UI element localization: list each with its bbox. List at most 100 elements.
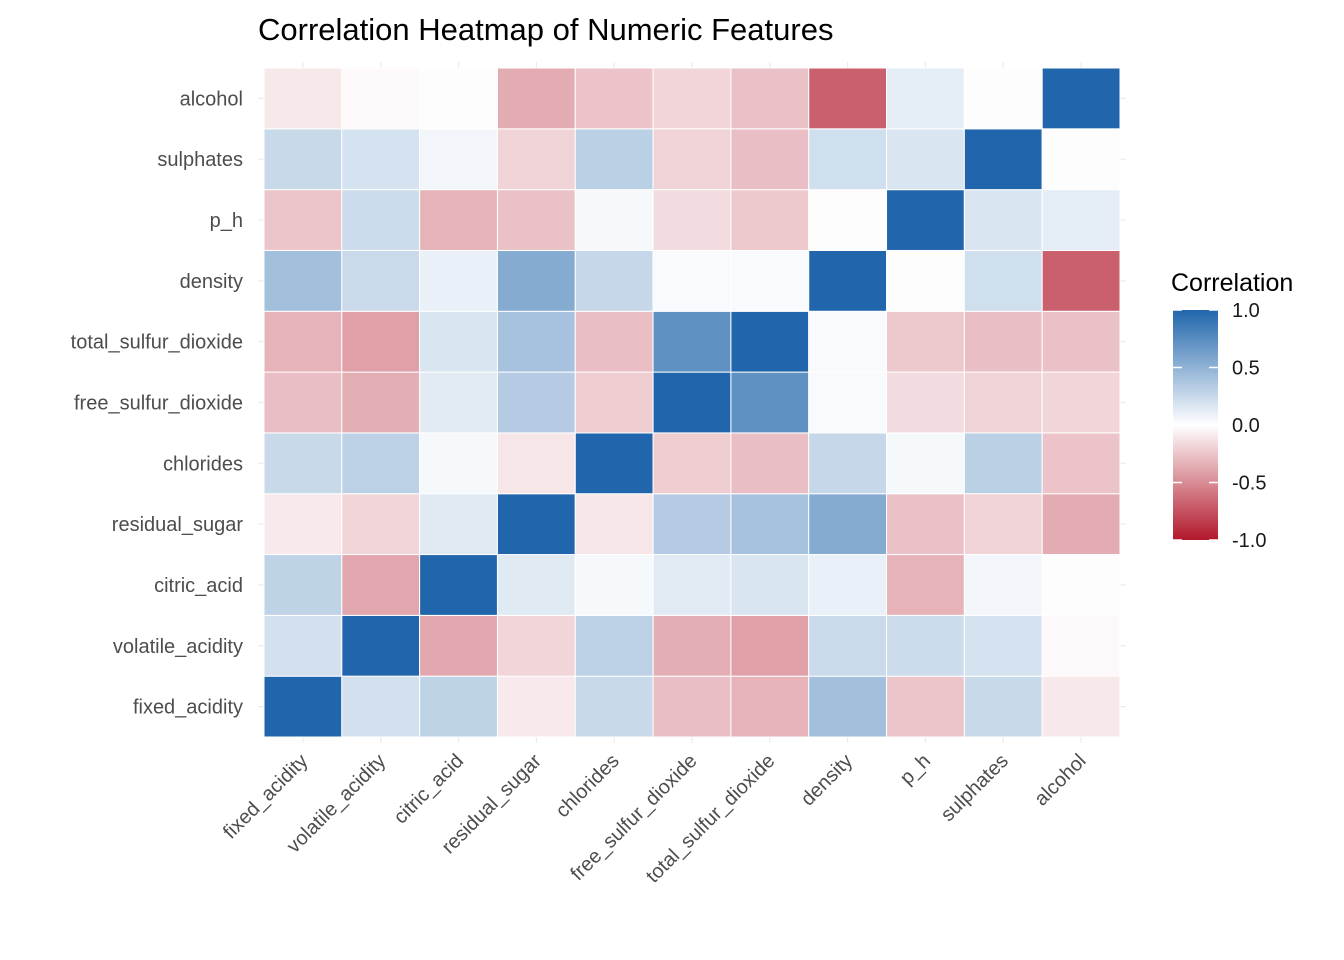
heatmap-cell-sulphates-residual_sugar — [963, 493, 1043, 556]
heatmap-cell-chlorides-p_h — [574, 189, 654, 251]
heatmap-cell-fixed_acidity-sulphates — [263, 128, 343, 191]
heatmap-cell-total_sulfur_dioxide-alcohol — [730, 67, 810, 130]
heatmap-cell-citric_acid-total_sulfur_dioxide — [419, 310, 498, 373]
heatmap-cell-alcohol-chlorides — [1041, 432, 1121, 495]
heatmap-cell-p_h-density — [886, 249, 965, 312]
heatmap-cell-volatile_acidity-citric_acid — [341, 554, 421, 616]
heatmap-cell-chlorides-chlorides — [574, 432, 654, 495]
heatmap-cell-free_sulfur_dioxide-p_h — [652, 189, 732, 251]
heatmap-cell-p_h-total_sulfur_dioxide — [886, 310, 965, 373]
heatmap-cell-density-chlorides — [808, 432, 888, 495]
y-tick-label-residual_sugar: residual_sugar — [112, 514, 244, 536]
heatmap-cell-volatile_acidity-chlorides — [341, 432, 421, 495]
heatmap-cell-total_sulfur_dioxide-fixed_acidity — [730, 675, 810, 738]
heatmap-cell-alcohol-total_sulfur_dioxide — [1041, 310, 1121, 373]
heatmap-cell-fixed_acidity-total_sulfur_dioxide — [263, 310, 343, 373]
heatmap-cell-sulphates-density — [963, 249, 1043, 312]
legend: Correlation 1.0 0.5 0.0 -0.5 -1.0 — [1171, 269, 1293, 552]
heatmap-cell-volatile_acidity-sulphates — [341, 128, 421, 191]
heatmap-cell-residual_sugar-free_sulfur_dioxide — [496, 371, 576, 434]
heatmap-cell-volatile_acidity-density — [341, 249, 421, 312]
heatmap-cell-sulphates-free_sulfur_dioxide — [963, 371, 1043, 434]
legend-tick-label: -1.0 — [1232, 530, 1266, 552]
heatmap-cell-residual_sugar-residual_sugar — [496, 493, 576, 556]
heatmap-cell-total_sulfur_dioxide-total_sulfur_dioxide — [730, 310, 810, 373]
heatmap-cell-chlorides-residual_sugar — [574, 493, 654, 556]
heatmap-cell-fixed_acidity-p_h — [263, 189, 343, 251]
heatmap-cell-sulphates-total_sulfur_dioxide — [963, 310, 1043, 373]
heatmap-cell-free_sulfur_dioxide-fixed_acidity — [652, 675, 732, 738]
x-tick-label-sulphates: sulphates — [937, 750, 1013, 826]
heatmap-cell-p_h-free_sulfur_dioxide — [886, 371, 965, 434]
heatmap-cell-fixed_acidity-alcohol — [263, 67, 343, 130]
heatmap-cells — [263, 67, 1121, 738]
heatmap-cell-sulphates-fixed_acidity — [963, 675, 1043, 738]
heatmap-cell-density-total_sulfur_dioxide — [808, 310, 888, 373]
heatmap-cell-chlorides-fixed_acidity — [574, 675, 654, 738]
x-tick-label-p_h: p_h — [896, 750, 935, 789]
y-tick-label-density: density — [180, 271, 243, 293]
heatmap-cell-alcohol-fixed_acidity — [1041, 675, 1121, 738]
heatmap-cell-sulphates-citric_acid — [963, 554, 1043, 616]
heatmap-cell-free_sulfur_dioxide-chlorides — [652, 432, 732, 495]
heatmap-cell-fixed_acidity-density — [263, 249, 343, 312]
y-tick-label-total_sulfur_dioxide: total_sulfur_dioxide — [71, 332, 243, 354]
heatmap-cell-residual_sugar-sulphates — [496, 128, 576, 191]
legend-tick-label: 1.0 — [1232, 300, 1260, 322]
heatmap-cell-volatile_acidity-residual_sugar — [341, 493, 421, 556]
heatmap-cell-alcohol-alcohol — [1041, 67, 1121, 130]
heatmap-cell-total_sulfur_dioxide-citric_acid — [730, 554, 810, 616]
heatmap-cell-total_sulfur_dioxide-residual_sugar — [730, 493, 810, 556]
heatmap-cell-total_sulfur_dioxide-p_h — [730, 189, 810, 251]
heatmap-cell-density-volatile_acidity — [808, 614, 888, 677]
heatmap-cell-density-density — [808, 249, 888, 312]
heatmap-cell-citric_acid-p_h — [419, 189, 498, 251]
legend-tick-label: -0.5 — [1232, 473, 1266, 495]
y-tick-label-chlorides: chlorides — [163, 453, 243, 475]
heatmap-cell-volatile_acidity-alcohol — [341, 67, 421, 130]
heatmap-cell-total_sulfur_dioxide-volatile_acidity — [730, 614, 810, 677]
heatmap-cell-free_sulfur_dioxide-density — [652, 249, 732, 312]
x-tick-label-alcohol: alcohol — [1030, 750, 1090, 810]
heatmap-cell-sulphates-volatile_acidity — [963, 614, 1043, 677]
heatmap-cell-free_sulfur_dioxide-volatile_acidity — [652, 614, 732, 677]
y-tick-label-volatile_acidity: volatile_acidity — [113, 636, 243, 658]
heatmap-cell-volatile_acidity-volatile_acidity — [341, 614, 421, 677]
heatmap-cell-density-sulphates — [808, 128, 888, 191]
heatmap-cell-free_sulfur_dioxide-total_sulfur_dioxide — [652, 310, 732, 373]
y-tick-label-sulphates: sulphates — [157, 149, 243, 171]
heatmap-cell-citric_acid-density — [419, 249, 498, 312]
heatmap-cell-chlorides-sulphates — [574, 128, 654, 191]
heatmap-cell-volatile_acidity-fixed_acidity — [341, 675, 421, 738]
y-tick-labels: fixed_acidity volatile_acidity citric_acid… — [71, 88, 244, 718]
heatmap-cell-alcohol-residual_sugar — [1041, 493, 1121, 556]
heatmap-cell-free_sulfur_dioxide-residual_sugar — [652, 493, 732, 556]
y-tick-label-p_h: p_h — [210, 210, 243, 232]
heatmap-cell-citric_acid-citric_acid — [419, 554, 498, 616]
heatmap-cell-residual_sugar-citric_acid — [496, 554, 576, 616]
heatmap-cell-free_sulfur_dioxide-alcohol — [652, 67, 732, 130]
x-tick-label-citric_acid: citric_acid — [390, 750, 468, 828]
heatmap-cell-p_h-fixed_acidity — [886, 675, 965, 738]
heatmap-cell-free_sulfur_dioxide-free_sulfur_dioxide — [652, 371, 732, 434]
chart-title: Correlation Heatmap of Numeric Features — [258, 12, 833, 47]
heatmap-cell-density-p_h — [808, 189, 888, 251]
heatmap-cell-total_sulfur_dioxide-free_sulfur_dioxide — [730, 371, 810, 434]
heatmap-cell-chlorides-total_sulfur_dioxide — [574, 310, 654, 373]
heatmap-cell-residual_sugar-alcohol — [496, 67, 576, 130]
heatmap-cell-fixed_acidity-free_sulfur_dioxide — [263, 371, 343, 434]
y-tick-label-citric_acid: citric_acid — [154, 575, 243, 597]
heatmap-cell-p_h-chlorides — [886, 432, 965, 495]
legend-title: Correlation — [1171, 269, 1293, 297]
heatmap-cell-residual_sugar-volatile_acidity — [496, 614, 576, 677]
heatmap-cell-fixed_acidity-fixed_acidity — [263, 675, 343, 738]
heatmap-cell-density-fixed_acidity — [808, 675, 888, 738]
heatmap-cell-chlorides-volatile_acidity — [574, 614, 654, 677]
heatmap-cell-citric_acid-free_sulfur_dioxide — [419, 371, 498, 434]
heatmap-cell-sulphates-chlorides — [963, 432, 1043, 495]
heatmap-cell-p_h-residual_sugar — [886, 493, 965, 556]
heatmap-cell-total_sulfur_dioxide-sulphates — [730, 128, 810, 191]
heatmap-cell-density-residual_sugar — [808, 493, 888, 556]
